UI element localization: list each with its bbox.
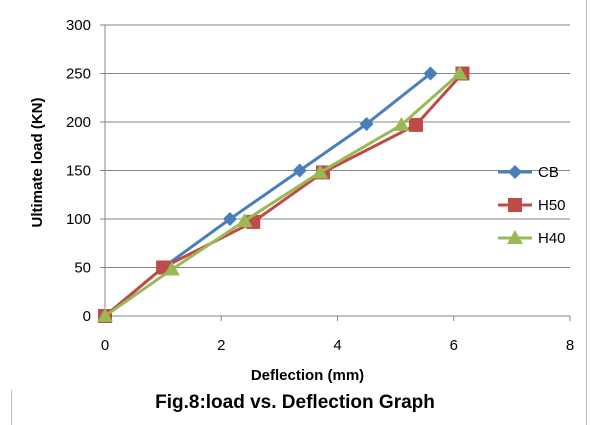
data-point-diamond — [359, 116, 374, 131]
y-tick-label: 100 — [66, 211, 91, 228]
y-tick-label: 50 — [74, 260, 91, 277]
legend-label: H50 — [538, 197, 566, 214]
y-tick-label: 200 — [66, 114, 91, 131]
legend-item-cb: CB — [498, 164, 559, 181]
y-tick-label: 250 — [66, 66, 91, 83]
frame-border-right — [586, 0, 587, 425]
legend: CB H50 H40 — [498, 164, 566, 247]
series-line — [104, 72, 461, 318]
series-line — [104, 72, 432, 318]
x-tick-label: 2 — [217, 337, 225, 354]
series-h40 — [97, 65, 468, 322]
x-tick-label: 8 — [566, 337, 574, 354]
data-point-triangle — [97, 308, 113, 322]
data-point-triangle — [236, 212, 253, 227]
data-point-triangle — [163, 261, 180, 276]
data-point-diamond — [423, 66, 438, 81]
legend-marker — [508, 198, 522, 212]
axes — [100, 24, 571, 321]
y-tick-label: 300 — [66, 17, 91, 34]
series-lines — [97, 65, 470, 323]
data-point-triangle — [393, 116, 410, 131]
tick-labels: 0 50 100 150 200 250 300 0 2 4 6 8 — [66, 17, 574, 354]
grid-lines — [105, 24, 570, 268]
legend-label: H40 — [538, 230, 566, 247]
x-axis-title: Deflection (mm) — [251, 367, 364, 384]
legend-item-h50: H50 — [498, 197, 566, 214]
x-tick-label: 6 — [450, 337, 458, 354]
legend-marker — [508, 165, 522, 179]
figure-caption: Fig.8:load vs. Deflection Graph — [155, 392, 435, 413]
data-point-triangle — [312, 164, 329, 179]
data-point-diamond — [292, 163, 307, 178]
x-tick-label: 0 — [101, 337, 109, 354]
x-tick-label: 4 — [333, 337, 341, 354]
legend-item-h40: H40 — [498, 230, 566, 247]
y-tick-label: 150 — [66, 163, 91, 180]
frame-border-left — [11, 390, 12, 425]
series-line — [104, 72, 464, 318]
data-point-diamond — [222, 212, 237, 226]
legend-marker — [507, 230, 523, 244]
data-point-square — [408, 117, 423, 132]
y-axis-title: Ultimate load (KN) — [29, 97, 46, 227]
data-point-triangle — [451, 65, 468, 80]
y-tick-label: 0 — [83, 308, 91, 325]
legend-label: CB — [538, 164, 559, 181]
